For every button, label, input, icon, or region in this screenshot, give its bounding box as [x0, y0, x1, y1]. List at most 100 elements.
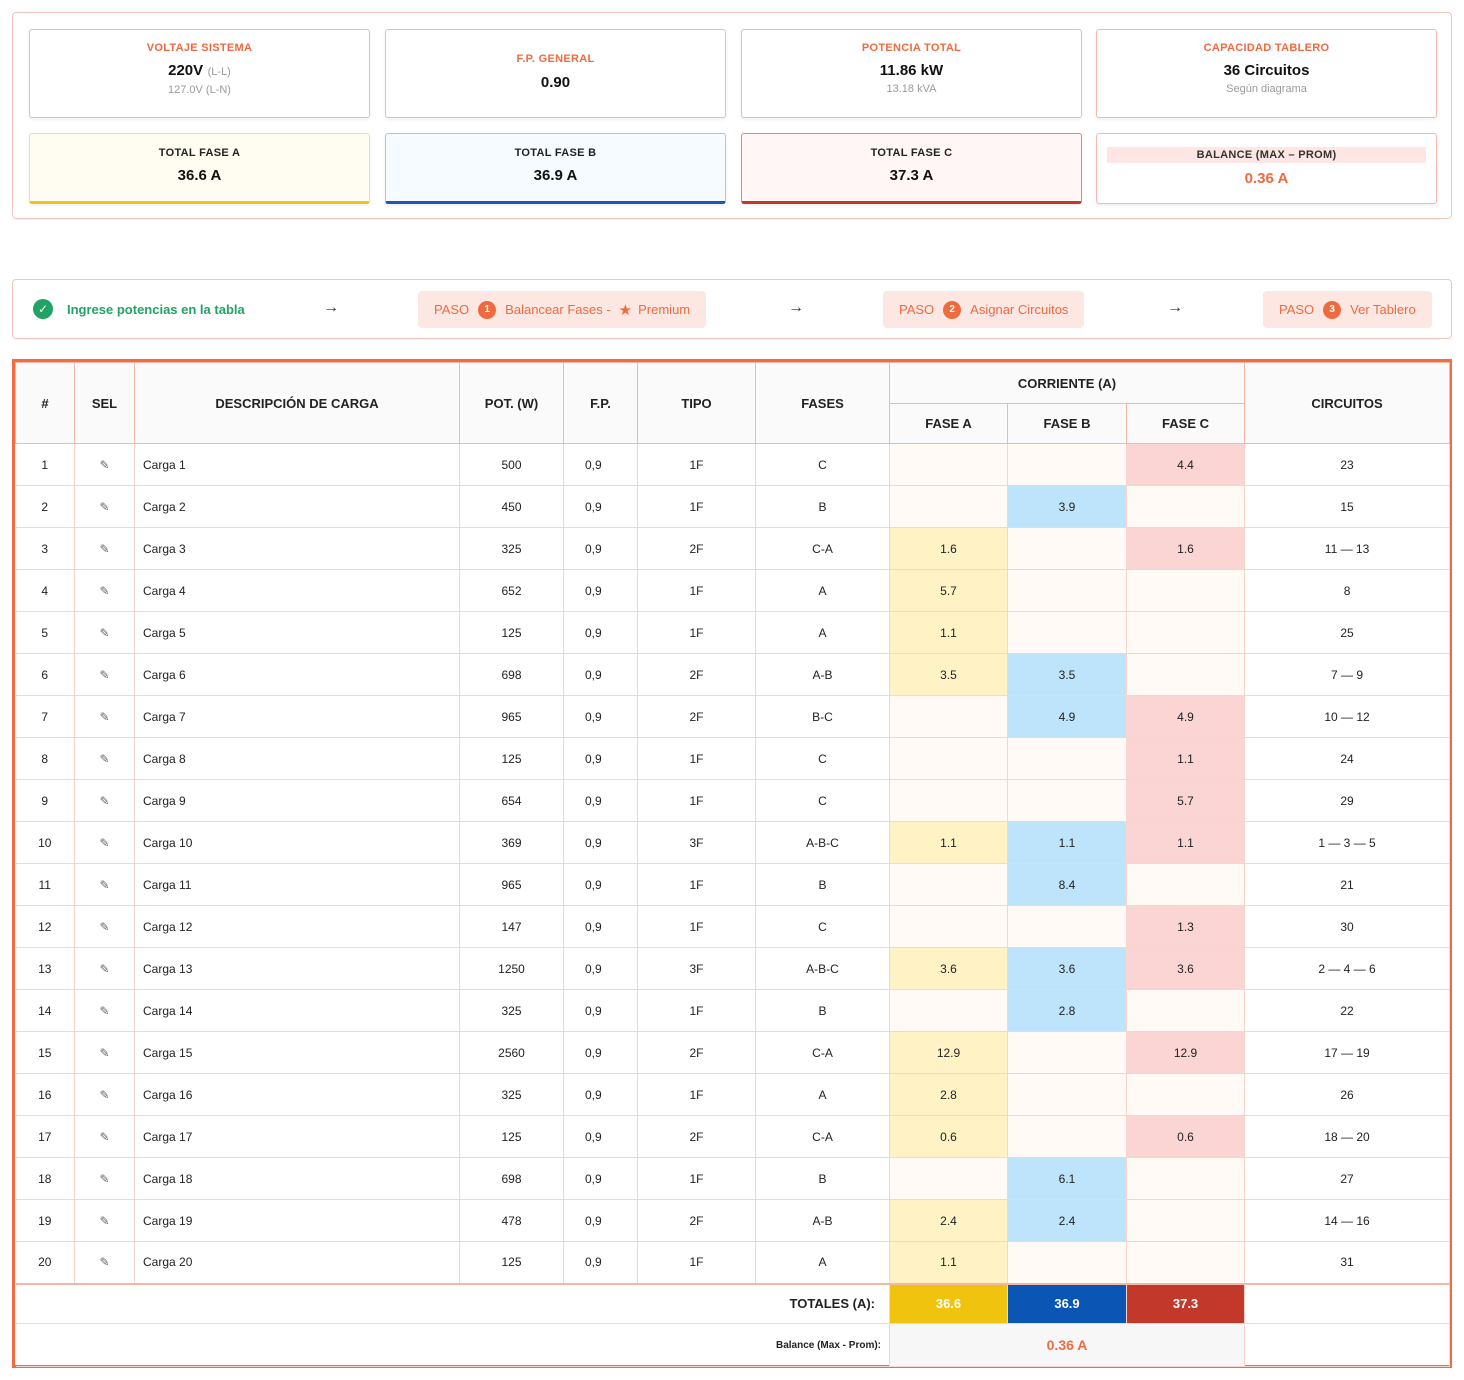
row-number: 20 [15, 1241, 75, 1284]
current-phase-b [1007, 569, 1127, 612]
load-power[interactable]: 500 [459, 443, 564, 486]
load-circuits: 8 [1244, 569, 1451, 612]
step-1-balance-phases-button[interactable]: PASO 1 Balancear Fases - ★ Premium [418, 291, 707, 328]
phase-a-total-card: TOTAL FASE A 36.6 A [29, 133, 370, 204]
edit-pencil-icon[interactable]: ✎ [74, 569, 135, 612]
load-description[interactable]: Carga 5 [134, 611, 460, 654]
load-description[interactable]: Carga 14 [134, 989, 460, 1032]
load-power[interactable]: 125 [459, 737, 564, 780]
load-power[interactable]: 698 [459, 653, 564, 696]
load-power[interactable]: 965 [459, 863, 564, 906]
load-description[interactable]: Carga 20 [134, 1241, 460, 1284]
edit-pencil-icon[interactable]: ✎ [74, 863, 135, 906]
step-3-view-board-button[interactable]: PASO 3 Ver Tablero [1263, 291, 1432, 328]
edit-pencil-icon[interactable]: ✎ [74, 947, 135, 990]
edit-pencil-icon[interactable]: ✎ [74, 1031, 135, 1074]
load-power[interactable]: 652 [459, 569, 564, 612]
load-description[interactable]: Carga 18 [134, 1157, 460, 1200]
row-number: 17 [15, 1115, 75, 1158]
load-description[interactable]: Carga 15 [134, 1031, 460, 1074]
table-row: 19 ✎ Carga 19 478 0,9 2F A-B 2.4 2.4 14 — 16 [15, 1199, 1451, 1242]
phase-a-total-value: 36.6 A [177, 167, 222, 184]
load-description[interactable]: Carga 11 [134, 863, 460, 906]
load-power[interactable]: 369 [459, 821, 564, 864]
edit-pencil-icon[interactable]: ✎ [74, 779, 135, 822]
load-description[interactable]: Carga 1 [134, 443, 460, 486]
load-power[interactable]: 147 [459, 905, 564, 948]
load-description[interactable]: Carga 10 [134, 821, 460, 864]
load-power[interactable]: 450 [459, 485, 564, 528]
load-phases: A-B-C [755, 947, 890, 990]
load-description[interactable]: Carga 19 [134, 1199, 460, 1242]
edit-pencil-icon[interactable]: ✎ [74, 821, 135, 864]
star-icon: ★ [618, 301, 633, 319]
load-description[interactable]: Carga 6 [134, 653, 460, 696]
load-power[interactable]: 125 [459, 611, 564, 654]
edit-pencil-icon[interactable]: ✎ [74, 527, 135, 570]
total-power-value: 11.86 kW [879, 62, 944, 79]
power-factor-card: F.P. GENERAL 0.90 [385, 29, 726, 118]
load-power[interactable]: 325 [459, 527, 564, 570]
row-number: 5 [15, 611, 75, 654]
load-description[interactable]: Carga 3 [134, 527, 460, 570]
load-power[interactable]: 965 [459, 695, 564, 738]
load-phases: C-A [755, 1031, 890, 1074]
load-power[interactable]: 654 [459, 779, 564, 822]
load-phases: A [755, 1241, 890, 1284]
row-number: 2 [15, 485, 75, 528]
load-description[interactable]: Carga 12 [134, 905, 460, 948]
row-number: 6 [15, 653, 75, 696]
load-power-factor: 0,9 [563, 485, 638, 528]
col-header-phase-a: FASE A [889, 403, 1008, 444]
edit-pencil-icon[interactable]: ✎ [74, 905, 135, 948]
totals-empty-cell [1244, 1282, 1451, 1324]
load-power[interactable]: 698 [459, 1157, 564, 1200]
edit-pencil-icon[interactable]: ✎ [74, 1157, 135, 1200]
load-description[interactable]: Carga 13 [134, 947, 460, 990]
phase-b-total-card: TOTAL FASE B 36.9 A [385, 133, 726, 204]
load-power[interactable]: 325 [459, 989, 564, 1032]
edit-pencil-icon[interactable]: ✎ [74, 611, 135, 654]
load-power-factor: 0,9 [563, 569, 638, 612]
col-header-power-factor: F.P. [563, 362, 638, 444]
load-power-factor: 0,9 [563, 1031, 638, 1074]
board-capacity-label: CAPACIDAD TABLERO [1203, 42, 1330, 54]
col-header-description: DESCRIPCIÓN DE CARGA [134, 362, 460, 444]
totals-label: TOTALES (A): [15, 1282, 890, 1324]
workflow-steps-bar: ✓ Ingrese potencias en la tabla → PASO 1… [12, 279, 1452, 339]
edit-pencil-icon[interactable]: ✎ [74, 1115, 135, 1158]
load-description[interactable]: Carga 7 [134, 695, 460, 738]
edit-pencil-icon[interactable]: ✎ [74, 485, 135, 528]
load-type: 2F [637, 1115, 756, 1158]
load-power[interactable]: 125 [459, 1241, 564, 1284]
load-power[interactable]: 325 [459, 1073, 564, 1116]
edit-pencil-icon[interactable]: ✎ [74, 695, 135, 738]
load-power[interactable]: 2560 [459, 1031, 564, 1074]
edit-pencil-icon[interactable]: ✎ [74, 737, 135, 780]
row-number: 15 [15, 1031, 75, 1074]
load-power[interactable]: 125 [459, 1115, 564, 1158]
edit-pencil-icon[interactable]: ✎ [74, 443, 135, 486]
balance-row: Balance (Max - Prom): 0.36 A [15, 1323, 1451, 1367]
load-description[interactable]: Carga 9 [134, 779, 460, 822]
edit-pencil-icon[interactable]: ✎ [74, 653, 135, 696]
load-description[interactable]: Carga 2 [134, 485, 460, 528]
edit-pencil-icon[interactable]: ✎ [74, 1241, 135, 1284]
load-power[interactable]: 478 [459, 1199, 564, 1242]
load-type: 1F [637, 443, 756, 486]
load-power[interactable]: 1250 [459, 947, 564, 990]
step-2-assign-circuits-button[interactable]: PASO 2 Asignar Circuitos [883, 291, 1085, 328]
current-phase-a: 0.6 [889, 1115, 1008, 1158]
edit-pencil-icon[interactable]: ✎ [74, 1199, 135, 1242]
load-description[interactable]: Carga 4 [134, 569, 460, 612]
current-phase-a [889, 695, 1008, 738]
load-circuits: 29 [1244, 779, 1451, 822]
load-description[interactable]: Carga 8 [134, 737, 460, 780]
load-power-factor: 0,9 [563, 1073, 638, 1116]
edit-pencil-icon[interactable]: ✎ [74, 989, 135, 1032]
load-description[interactable]: Carga 16 [134, 1073, 460, 1116]
load-power-factor: 0,9 [563, 1241, 638, 1284]
current-phase-a [889, 779, 1008, 822]
load-description[interactable]: Carga 17 [134, 1115, 460, 1158]
edit-pencil-icon[interactable]: ✎ [74, 1073, 135, 1116]
